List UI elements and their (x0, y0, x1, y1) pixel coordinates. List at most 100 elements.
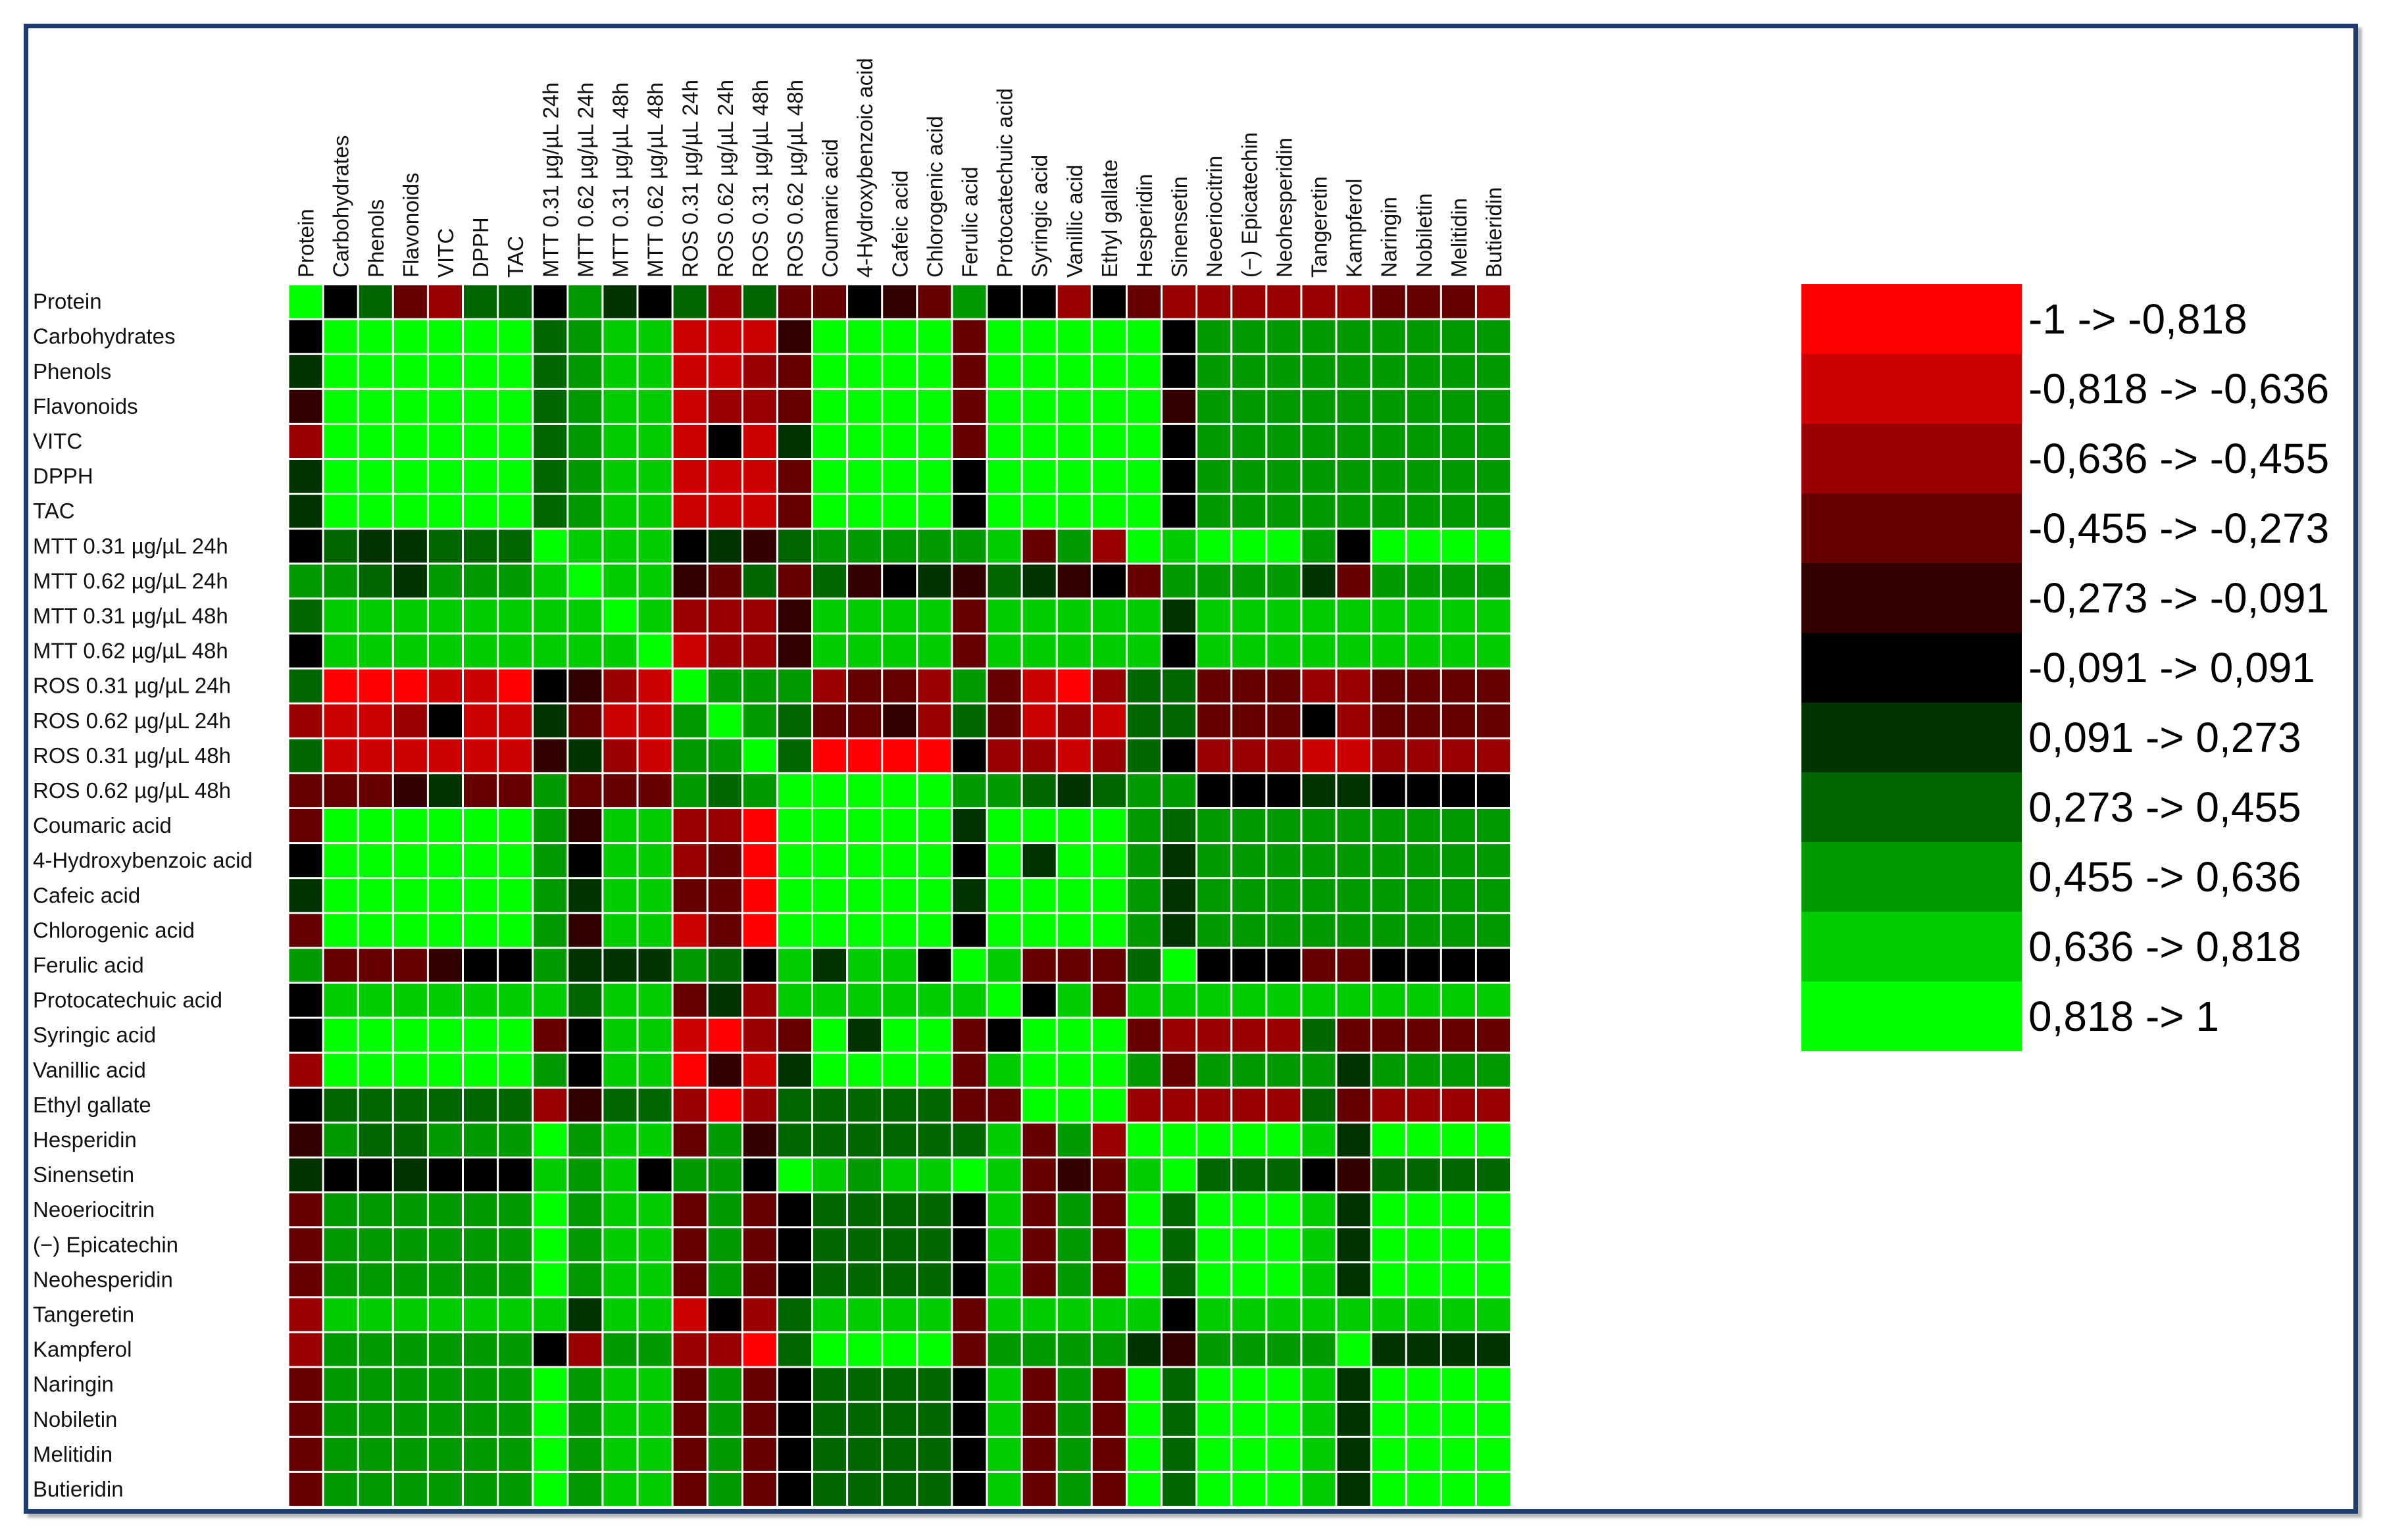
heatmap-cell-r5-c30 (1337, 460, 1370, 493)
heatmap-cell-r20-c12 (708, 983, 741, 1017)
heatmap-cell-r4-c24 (1127, 424, 1161, 458)
heatmap-cell-r12-c17 (883, 704, 916, 737)
heatmap-cell-r1-c17 (883, 320, 916, 353)
heatmap-cell-r7-c14 (778, 530, 811, 563)
heatmap-cell-r16-c8 (568, 844, 602, 878)
heatmap-cell-r26-c22 (1057, 1193, 1091, 1227)
heatmap-cell-r0-c0 (289, 285, 322, 318)
heatmap-cell-r16-c27 (1232, 844, 1266, 878)
heatmap-cell-r27-c34 (1476, 1228, 1510, 1262)
heatmap-cell-r26-c27 (1232, 1193, 1266, 1227)
heatmap-cell-r29-c2 (359, 1298, 392, 1331)
heatmap-cell-r6-c33 (1442, 495, 1475, 528)
heatmap-cell-r26-c18 (918, 1193, 951, 1227)
heatmap-cell-r2-c16 (848, 355, 882, 388)
heatmap-cell-r33-c26 (1197, 1437, 1231, 1471)
heatmap-cell-r26-c32 (1407, 1193, 1440, 1227)
heatmap-cell-r24-c31 (1372, 1123, 1405, 1156)
legend-label: 0,818 -> 1 (2028, 993, 2219, 1040)
heatmap-cell-r15-c0 (289, 809, 322, 843)
heatmap-cell-r11-c1 (324, 669, 357, 703)
heatmap-cell-r15-c7 (534, 809, 567, 843)
heatmap-cell-r20-c28 (1267, 983, 1301, 1017)
heatmap-cell-r22-c19 (953, 1053, 986, 1087)
heatmap-cell-r1-c31 (1372, 320, 1405, 353)
heatmap-cell-r18-c3 (393, 914, 427, 947)
heatmap-cell-r2-c22 (1057, 355, 1091, 388)
heatmap-cell-r13-c29 (1302, 739, 1336, 772)
heatmap-cell-r19-c20 (988, 949, 1021, 982)
heatmap-cell-r2-c4 (428, 355, 462, 388)
heatmap-cell-r7-c34 (1476, 530, 1510, 563)
heatmap-cell-r24-c28 (1267, 1123, 1301, 1156)
heatmap-cell-r27-c25 (1163, 1228, 1196, 1262)
heatmap-cell-r32-c4 (428, 1403, 462, 1436)
heatmap-cell-r2-c7 (534, 355, 567, 388)
heatmap-cell-r17-c5 (464, 879, 497, 912)
heatmap-cell-r26-c13 (743, 1193, 776, 1227)
heatmap-cell-r0-c20 (988, 285, 1021, 318)
heatmap-cell-r8-c29 (1302, 564, 1336, 598)
heatmap-cell-r24-c2 (359, 1123, 392, 1156)
heatmap-cell-r1-c9 (603, 320, 637, 353)
heatmap-cell-r13-c22 (1057, 739, 1091, 772)
row-label-neohesperidin: Neohesperidin (33, 1267, 173, 1291)
heatmap-cell-r25-c10 (638, 1158, 672, 1192)
heatmap-cell-r29-c12 (708, 1298, 741, 1331)
heatmap-cell-r3-c13 (743, 389, 776, 423)
heatmap-cell-r19-c17 (883, 949, 916, 982)
heatmap-cell-r24-c8 (568, 1123, 602, 1156)
heatmap-cell-r9-c8 (568, 599, 602, 633)
heatmap-cell-r1-c19 (953, 320, 986, 353)
heatmap-cell-r1-c29 (1302, 320, 1336, 353)
heatmap-cell-r4-c25 (1163, 424, 1196, 458)
heatmap-cell-r29-c5 (464, 1298, 497, 1331)
heatmap-cell-r24-c29 (1302, 1123, 1336, 1156)
heatmap-cell-r33-c21 (1022, 1437, 1056, 1471)
heatmap-cell-r9-c27 (1232, 599, 1266, 633)
heatmap-cell-r8-c23 (1092, 564, 1126, 598)
heatmap-cell-r34-c5 (464, 1472, 497, 1506)
heatmap-cell-r34-c28 (1267, 1472, 1301, 1506)
row-label-ros-0-31-g-l-24h: ROS 0.31 µg/µL 24h (33, 674, 231, 698)
heatmap-cell-r30-c3 (393, 1333, 427, 1366)
heatmap-cell-r5-c25 (1163, 460, 1196, 493)
heatmap-cell-r21-c20 (988, 1018, 1021, 1052)
heatmap-cell-r0-c33 (1442, 285, 1475, 318)
heatmap-cell-r1-c0 (289, 320, 322, 353)
heatmap-cell-r5-c2 (359, 460, 392, 493)
heatmap-cell-r25-c14 (778, 1158, 811, 1192)
heatmap-cell-r29-c13 (743, 1298, 776, 1331)
heatmap-cell-r32-c29 (1302, 1403, 1336, 1436)
heatmap-cell-r19-c33 (1442, 949, 1475, 982)
heatmap-cell-r10-c3 (393, 634, 427, 668)
heatmap-cell-r19-c24 (1127, 949, 1161, 982)
heatmap-cell-r25-c15 (813, 1158, 847, 1192)
heatmap-cell-r23-c25 (1163, 1088, 1196, 1122)
heatmap-cell-r22-c32 (1407, 1053, 1440, 1087)
heatmap-cell-r10-c23 (1092, 634, 1126, 668)
heatmap-cell-r21-c29 (1302, 1018, 1336, 1052)
heatmap-cell-r13-c4 (428, 739, 462, 772)
heatmap-cell-r6-c25 (1163, 495, 1196, 528)
heatmap-cell-r22-c8 (568, 1053, 602, 1087)
heatmap-cell-r31-c1 (324, 1368, 357, 1401)
heatmap-cell-r17-c10 (638, 879, 672, 912)
heatmap-cell-r0-c23 (1092, 285, 1126, 318)
heatmap-cell-r23-c27 (1232, 1088, 1266, 1122)
heatmap-cell-r12-c21 (1022, 704, 1056, 737)
heatmap-cell-r28-c26 (1197, 1263, 1231, 1297)
heatmap-cell-r1-c1 (324, 320, 357, 353)
heatmap-cell-r32-c30 (1337, 1403, 1370, 1436)
heatmap-cell-r33-c0 (289, 1437, 322, 1471)
heatmap-cell-r13-c2 (359, 739, 392, 772)
heatmap-cell-r17-c0 (289, 879, 322, 912)
heatmap-cell-r31-c23 (1092, 1368, 1126, 1401)
heatmap-cell-r26-c6 (499, 1193, 532, 1227)
heatmap-cell-r14-c10 (638, 774, 672, 807)
heatmap-cell-r18-c5 (464, 914, 497, 947)
heatmap-cell-r24-c12 (708, 1123, 741, 1156)
heatmap-cell-r2-c30 (1337, 355, 1370, 388)
column-label-tac: TAC (503, 236, 528, 278)
heatmap-cell-r25-c31 (1372, 1158, 1405, 1192)
